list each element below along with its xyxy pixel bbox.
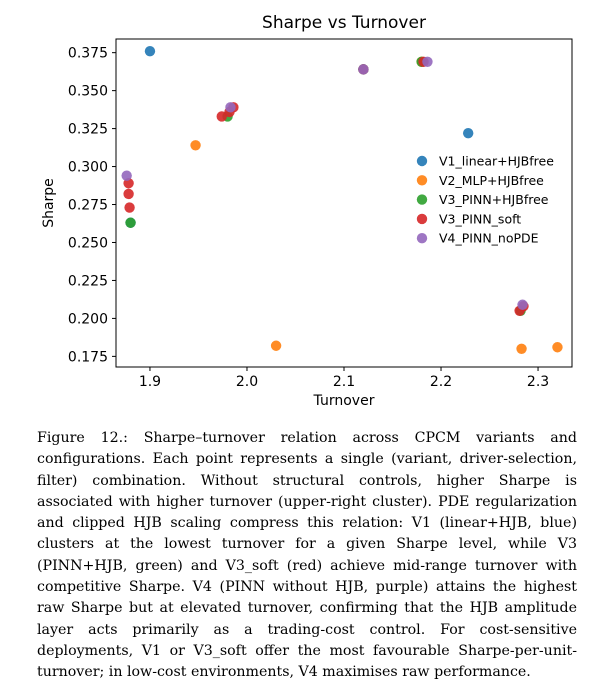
- legend-entry-label: V1_linear+HJBfree: [439, 154, 554, 169]
- y-tick-label: 0.350: [68, 84, 108, 100]
- data-point-series-4-4: [517, 299, 528, 310]
- data-point-series-0-2: [462, 127, 474, 139]
- data-point-series-4-2: [358, 64, 369, 75]
- x-tick-label: 2.3: [527, 374, 549, 390]
- y-tick-label: 0.175: [68, 349, 108, 365]
- data-point-series-1-1: [270, 340, 282, 351]
- legend: V1_linear+HJBfree V2_MLP+HJBfree V3_PINN+H…: [416, 154, 554, 246]
- data-point-series-0-0: [144, 45, 156, 57]
- data-point-series-2-4: [125, 217, 136, 228]
- y-tick-label: 0.225: [68, 273, 108, 289]
- y-tick-label: 0.300: [68, 160, 108, 176]
- legend-entry-label: V3_PINN_soft: [439, 211, 521, 226]
- y-tick-label: 0.375: [68, 46, 108, 62]
- legend-marker: [416, 213, 428, 225]
- data-point-series-3-1: [123, 188, 134, 200]
- legend-entry-label: V4_PINN_noPDE: [439, 231, 539, 246]
- x-tick-label: 2.1: [333, 374, 355, 390]
- chart-title: Sharpe vs Turnover: [262, 13, 426, 33]
- x-axis: 1.9 2.0 2.1 2.2 2.3: [139, 367, 549, 390]
- data-point-series-4-3: [422, 56, 433, 67]
- legend-entry-label: V2_MLP+HJBfree: [439, 173, 544, 188]
- x-axis-label: Turnover: [313, 393, 375, 409]
- data-point-series-1-3: [552, 342, 563, 353]
- legend-marker: [416, 233, 428, 244]
- y-tick-label: 0.250: [68, 235, 108, 251]
- y-tick-label: 0.325: [68, 122, 108, 138]
- data-point-series-1-0: [190, 140, 201, 151]
- y-axis: 0.175 0.200 0.225 0.250 0.275 0.300 0.325 0.350…: [68, 46, 116, 365]
- y-tick-label: 0.200: [68, 311, 108, 327]
- data-point-series-3-2: [124, 202, 135, 213]
- x-tick-label: 2.0: [236, 374, 258, 390]
- y-tick-label: 0.275: [68, 198, 108, 214]
- data-point-series-4-0: [121, 170, 132, 181]
- legend-marker: [416, 175, 428, 186]
- scatter-chart: Sharpe vs Turnover 1.9 2.0 2.1 2.2 2.3 0.175…: [41, 13, 573, 409]
- legend-entry-label: V3_PINN+HJBfree: [439, 192, 549, 207]
- x-tick-label: 2.2: [430, 374, 452, 390]
- data-point-series-4-1: [225, 102, 236, 113]
- legend-marker: [416, 194, 428, 205]
- x-tick-label: 1.9: [139, 374, 161, 390]
- data-point-series-3-3: [216, 111, 227, 122]
- y-axis-label: Sharpe: [41, 178, 57, 228]
- figure-caption: Figure 12.: Sharpe–turnover relation acr…: [37, 430, 577, 681]
- data-point-series-1-2: [516, 343, 527, 354]
- data-points: [121, 45, 563, 354]
- legend-marker: [416, 155, 428, 167]
